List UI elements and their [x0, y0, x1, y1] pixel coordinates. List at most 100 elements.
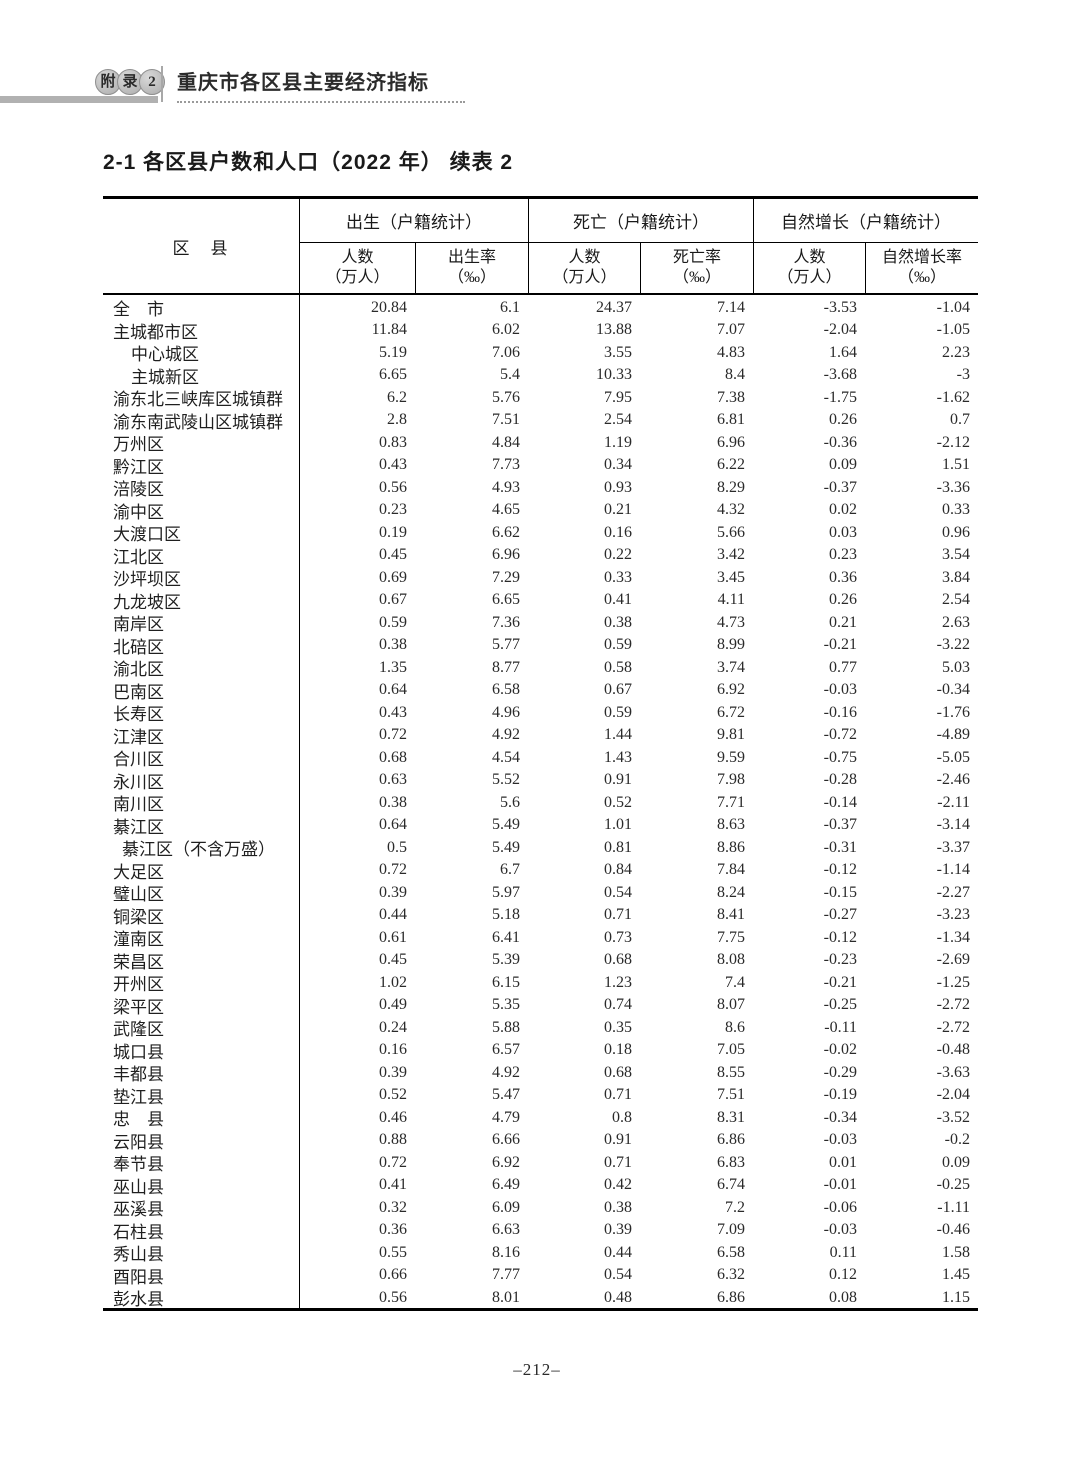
cell-value: 0.66 [379, 1266, 407, 1283]
table-row: 奉节县 0.72 6.92 0.71 6.83 0.01 0.09 [103, 1150, 978, 1175]
cell-value: 0.41 [604, 591, 632, 608]
cell-value: 6.96 [717, 433, 745, 451]
cell-value: 8.99 [717, 636, 745, 653]
cell-value: 0.43 [379, 456, 407, 473]
cell-value: 0.08 [829, 1288, 857, 1306]
sub-header-line: 死亡率 [672, 249, 721, 266]
cell-value: 0.21 [829, 613, 857, 631]
row-label: 巫山县 [103, 1172, 300, 1198]
row-label: 南川区 [103, 790, 300, 815]
cell-value: 4.93 [492, 478, 520, 496]
cell-value: 0.49 [379, 996, 407, 1013]
cell-value: 6.65 [379, 366, 407, 383]
cell-value: 0.72 [379, 861, 407, 878]
cell-value: 5.18 [492, 906, 520, 923]
cell-value: 6.74 [717, 1176, 745, 1193]
cell-value: 0.91 [604, 771, 632, 788]
cell-value: 7.77 [492, 1266, 520, 1283]
cell-value: -3.22 [936, 636, 970, 653]
cell-value: -0.48 [936, 1041, 970, 1058]
cell-value: 8.16 [492, 1243, 520, 1261]
cell-value: 6.92 [717, 681, 745, 698]
cell-value: 8.63 [717, 816, 745, 833]
cell-value: -3.53 [823, 298, 857, 316]
cell-value: -0.11 [824, 1018, 857, 1036]
cell-value: 4.92 [492, 726, 520, 743]
cell-value: 11.84 [371, 321, 407, 338]
row-label: 垫江县 [103, 1082, 300, 1108]
row-label: 璧山区 [103, 880, 300, 905]
cell-value: 0.38 [379, 793, 407, 811]
cell-value: 3.54 [942, 546, 970, 563]
cell-value: 0.19 [379, 523, 407, 541]
table-row: 潼南区 0.61 6.41 0.73 7.75 -0.12 -1.34 [103, 925, 978, 950]
row-label: 万州区 [103, 430, 300, 455]
cell-value: -0.23 [823, 951, 857, 968]
page-number: –212– [513, 1360, 561, 1379]
cell-value: -2.69 [936, 951, 970, 968]
sub-header-line: （万人） [552, 269, 617, 286]
cell-value: 7.36 [492, 613, 520, 631]
row-label: 江北区 [103, 542, 300, 568]
cell-value: -0.27 [823, 906, 857, 923]
table-row: 梁平区 0.49 5.35 0.74 8.07 -0.25 -2.72 [103, 992, 978, 1018]
table-row: 石柱县 0.36 6.63 0.39 7.09 -0.03 -0.46 [103, 1217, 978, 1243]
cell-value: -0.12 [823, 928, 857, 946]
cell-value: -3 [956, 366, 970, 383]
cell-value: -0.03 [823, 1221, 857, 1238]
cell-value: 0.59 [604, 636, 632, 653]
cell-value: 0.26 [829, 411, 857, 428]
sub-header-line: 人数 [568, 249, 601, 266]
table-row: 北碚区 0.38 5.77 0.59 8.99 -0.21 -3.22 [103, 632, 978, 658]
row-label: 彭水县 [103, 1285, 300, 1310]
cell-value: 7.84 [717, 861, 745, 878]
cell-value: -0.03 [823, 681, 857, 698]
doc-title: 重庆市各区县主要经济指标 [177, 66, 465, 103]
cell-value: -0.31 [823, 838, 857, 856]
cell-value: 7.07 [717, 321, 745, 338]
cell-value: -0.29 [823, 1063, 857, 1081]
cell-value: 3.42 [717, 546, 745, 563]
cell-value: 8.41 [717, 906, 745, 923]
cell-value: -0.36 [823, 433, 857, 451]
table-row: 永川区 0.63 5.52 0.91 7.98 -0.28 -2.46 [103, 767, 978, 793]
cell-value: 4.83 [717, 343, 745, 361]
cell-value: 0.44 [379, 906, 407, 923]
row-label: 荣昌区 [103, 947, 300, 973]
sub-header-birth-persons: 人数 （万人） [300, 243, 415, 293]
row-label: 武隆区 [103, 1015, 300, 1040]
cell-value: 6.09 [492, 1198, 520, 1216]
cell-value: -2.12 [936, 433, 970, 451]
cell-value: 0.91 [604, 1131, 632, 1148]
table-row: 大渡口区 0.19 6.62 0.16 5.66 0.03 0.96 [103, 520, 978, 545]
table-row: 中心城区 5.19 7.06 3.55 4.83 1.64 2.23 [103, 340, 978, 365]
corner-header: 区 县 [103, 199, 300, 293]
cell-value: 0.64 [379, 816, 407, 833]
cell-value: 0.23 [829, 546, 857, 563]
cell-value: 0.23 [379, 501, 407, 518]
cell-value: 0.96 [942, 523, 970, 541]
cell-value: 0.39 [379, 883, 407, 901]
cell-value: 1.01 [604, 816, 632, 833]
cell-value: 3.84 [942, 568, 970, 586]
row-label: 黔江区 [103, 452, 300, 478]
cell-value: 0.54 [604, 883, 632, 901]
cell-value: 5.77 [492, 636, 520, 653]
cell-value: 3.55 [604, 343, 632, 361]
cell-value: -0.75 [823, 748, 857, 766]
cell-value: -1.11 [937, 1198, 970, 1216]
cell-value: 4.65 [492, 501, 520, 518]
cell-value: 2.23 [942, 343, 970, 361]
table-row: 忠 县 0.46 4.79 0.8 8.31 -0.34 -3.52 [103, 1105, 978, 1130]
cell-value: 7.95 [604, 388, 632, 406]
cell-value: 7.29 [492, 568, 520, 586]
row-label: 云阳县 [103, 1127, 300, 1153]
cell-value: -0.37 [823, 478, 857, 496]
cell-value: 8.55 [717, 1063, 745, 1081]
table-title: 2-1 各区县户数和人口（2022 年） 续表 2 [103, 151, 514, 174]
cell-value: 0.39 [379, 1063, 407, 1081]
cell-value: -4.89 [936, 726, 970, 743]
cell-value: 4.84 [492, 433, 520, 451]
cell-value: -0.14 [823, 793, 857, 811]
row-label: 江津区 [103, 722, 300, 748]
